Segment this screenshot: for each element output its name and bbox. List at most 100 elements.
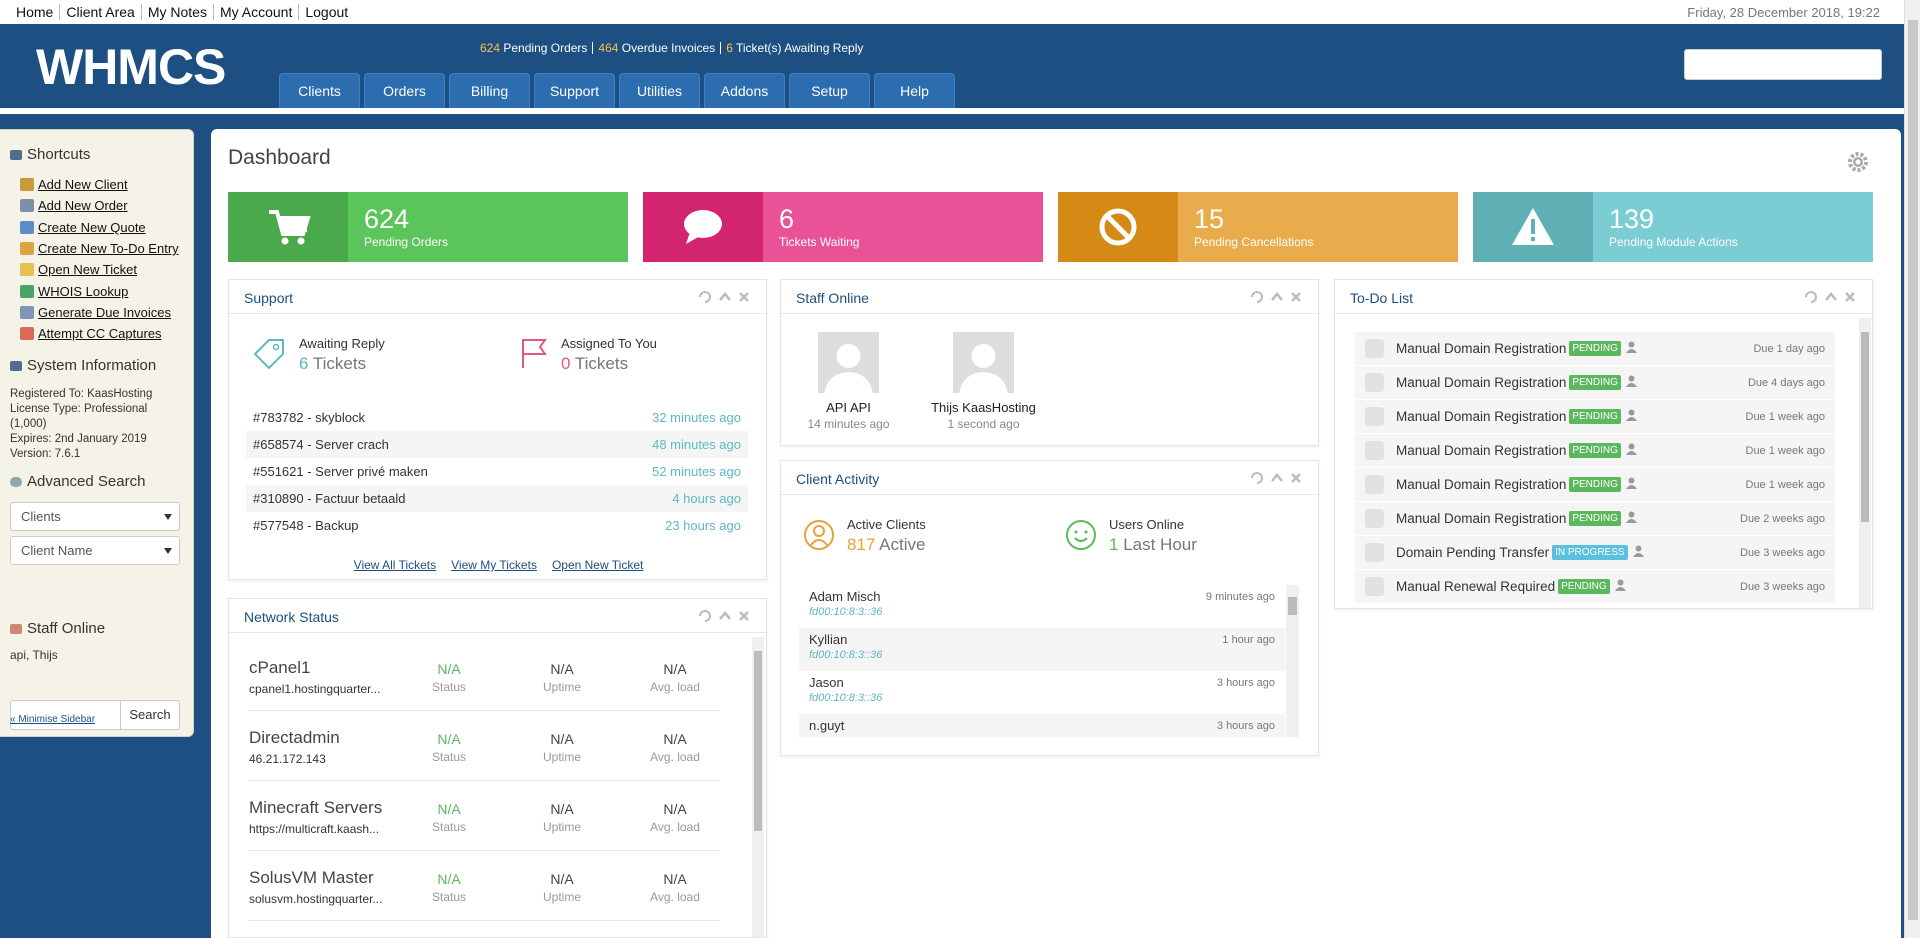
alert[interactable]: 6 Ticket(s) Awaiting Reply xyxy=(720,42,868,54)
todo-item[interactable]: Domain Pending Transfer IN PROGRESS Due 3 … xyxy=(1355,536,1835,570)
metric-label: Avg. load xyxy=(650,680,700,694)
top-link[interactable]: My Account xyxy=(212,4,298,20)
top-link[interactable]: My Notes xyxy=(140,4,213,20)
search-button[interactable]: Search xyxy=(120,700,180,730)
client-row[interactable]: Jason 3 hours ago fd00:10:8:3::36 xyxy=(799,671,1285,714)
todo-list: Manual Domain Registration PENDING Due 1 d… xyxy=(1355,332,1835,607)
list-scrollbar[interactable] xyxy=(752,637,764,937)
todo-checkbox[interactable] xyxy=(1365,475,1384,494)
shortcut[interactable]: Generate Due Invoices xyxy=(20,302,179,323)
todo-checkbox[interactable] xyxy=(1365,577,1384,596)
settings-icon[interactable] xyxy=(1847,151,1869,173)
todo-checkbox[interactable] xyxy=(1365,441,1384,460)
shortcut-list: Add New Client Add New Order Create New Qu… xyxy=(20,174,179,344)
alert[interactable]: 464 Overdue Invoices xyxy=(592,42,720,54)
client-row[interactable]: n.guyt 3 hours ago xyxy=(799,714,1285,737)
todo-item[interactable]: Manual Renewal Required PENDING Due 3 week… xyxy=(1355,570,1835,604)
nav-tab[interactable]: Clients xyxy=(279,73,360,108)
todo-checkbox[interactable] xyxy=(1365,543,1384,562)
support-links: View All Tickets View My Tickets Open New … xyxy=(229,558,766,572)
todo-item[interactable]: Manual Domain Registration PENDING Due 4 d… xyxy=(1355,366,1835,400)
nav-tab[interactable]: Billing xyxy=(449,73,530,108)
client-head: Kyllian 1 hour ago xyxy=(809,632,1275,647)
server-name: Directadmin xyxy=(249,728,340,747)
ticket-row[interactable]: #577548 - Backup 23 hours ago xyxy=(246,512,748,539)
stat-text: 6 Tickets Waiting xyxy=(763,192,859,262)
support-link[interactable]: Open New Ticket xyxy=(551,558,644,572)
todo-item[interactable]: Manual Domain Registration PENDING Due 2 w… xyxy=(1355,502,1835,536)
nav-tab[interactable]: Help xyxy=(874,73,955,108)
panel-controls[interactable] xyxy=(1250,290,1306,304)
todo-item[interactable]: Manual Domain Registration PENDING Due 1 w… xyxy=(1355,468,1835,502)
todo-status: PENDING xyxy=(1569,341,1621,356)
stat-box[interactable]: 15 Pending Cancellations xyxy=(1058,192,1458,262)
todo-due: Due 1 week ago xyxy=(1745,478,1826,491)
panel-title: Support xyxy=(244,290,294,306)
stat-box[interactable]: 624 Pending Orders xyxy=(228,192,628,262)
shortcut[interactable]: Add New Order xyxy=(20,195,179,216)
todo-checkbox[interactable] xyxy=(1365,509,1384,528)
nav-tab[interactable]: Support xyxy=(534,73,615,108)
sidebar-heading: Shortcuts xyxy=(10,146,90,163)
todo-checkbox[interactable] xyxy=(1365,339,1384,358)
logo[interactable]: WHMCS xyxy=(36,39,226,95)
panel-controls[interactable] xyxy=(698,609,754,623)
shortcut[interactable]: Attempt CC Captures xyxy=(20,323,179,344)
search-type[interactable]: Clients xyxy=(10,502,180,531)
ticket-row[interactable]: #783782 - skyblock 32 minutes ago xyxy=(246,404,748,431)
server-metric: N/A Avg. load xyxy=(635,871,715,904)
support-link[interactable]: View All Tickets xyxy=(353,558,437,572)
client-row[interactable]: Adam Misch 9 minutes ago fd00:10:8:3::36 xyxy=(799,585,1285,628)
header-search[interactable] xyxy=(1684,49,1882,80)
shortcut-icon xyxy=(20,305,34,319)
client-list-box: Adam Misch 9 minutes ago fd00:10:8:3::36 Ky… xyxy=(799,585,1299,737)
panel-controls[interactable] xyxy=(1804,290,1860,304)
todo-left: Manual Domain Registration PENDING xyxy=(1365,509,1637,528)
metric-label: Uptime xyxy=(542,890,581,904)
shortcut[interactable]: Create New Quote xyxy=(20,217,179,238)
nav-tab[interactable]: Setup xyxy=(789,73,870,108)
nav-tab[interactable]: Addons xyxy=(704,73,785,108)
metric-label: Uptime xyxy=(542,680,581,694)
shortcut[interactable]: Open New Ticket xyxy=(20,259,179,280)
nav-tab[interactable]: Orders xyxy=(364,73,445,108)
shortcut-icon xyxy=(20,327,34,341)
support-link[interactable]: View My Tickets xyxy=(451,558,537,572)
shortcut-label: Attempt CC Captures xyxy=(38,326,162,342)
todo-item[interactable]: Manual Domain Registration PENDING Due 1 w… xyxy=(1355,400,1835,434)
stat-box[interactable]: 139 Pending Module Actions xyxy=(1473,192,1873,262)
alert[interactable]: 624 Pending Orders xyxy=(480,42,592,54)
shortcut[interactable]: Create New To-Do Entry xyxy=(20,238,179,259)
heading-text: Staff Online xyxy=(27,620,106,637)
todo-checkbox[interactable] xyxy=(1365,373,1384,392)
ticket-title: #310890 - Factuur betaald xyxy=(253,491,406,506)
main-nav: Clients Orders Billing Support Utilities Addo… xyxy=(279,73,959,108)
metric-value: N/A xyxy=(437,871,461,887)
staff-names: api, Thijs xyxy=(10,648,58,662)
ticket-row[interactable]: #551621 - Server privé maken 52 minutes a… xyxy=(246,458,748,485)
panel-controls[interactable] xyxy=(698,290,754,304)
nav-tab[interactable]: Utilities xyxy=(619,73,700,108)
page-scrollbar[interactable] xyxy=(1904,0,1920,938)
top-link[interactable]: Client Area xyxy=(59,4,140,20)
ticket-row[interactable]: #658574 - Server crach 48 minutes ago xyxy=(246,431,748,458)
shortcut[interactable]: Add New Client xyxy=(20,174,179,195)
search-field[interactable]: Client Name xyxy=(10,536,180,565)
todo-checkbox[interactable] xyxy=(1365,407,1384,426)
list-scrollbar[interactable] xyxy=(1286,585,1299,737)
top-link[interactable]: Home xyxy=(16,4,54,20)
panel-controls[interactable] xyxy=(1250,471,1306,485)
shortcut[interactable]: WHOIS Lookup xyxy=(20,280,179,301)
top-link[interactable]: Logout xyxy=(298,4,354,20)
todo-left: Manual Domain Registration PENDING xyxy=(1365,475,1637,494)
panel-title: Network Status xyxy=(244,609,339,625)
client-time: 3 hours ago xyxy=(1216,676,1275,689)
minimise-link[interactable]: « Minimise Sidebar xyxy=(10,714,96,725)
client-row[interactable]: Kyllian 1 hour ago fd00:10:8:3::36 xyxy=(799,628,1285,671)
heading-text: Advanced Search xyxy=(27,473,146,490)
todo-item[interactable]: Manual Domain Registration PENDING Due 1 d… xyxy=(1355,332,1835,366)
todo-item[interactable]: Manual Domain Registration PENDING Due 1 w… xyxy=(1355,434,1835,468)
list-scrollbar[interactable] xyxy=(1859,318,1871,608)
stat-box[interactable]: 6 Tickets Waiting xyxy=(643,192,1043,262)
ticket-row[interactable]: #310890 - Factuur betaald 4 hours ago xyxy=(246,485,748,512)
